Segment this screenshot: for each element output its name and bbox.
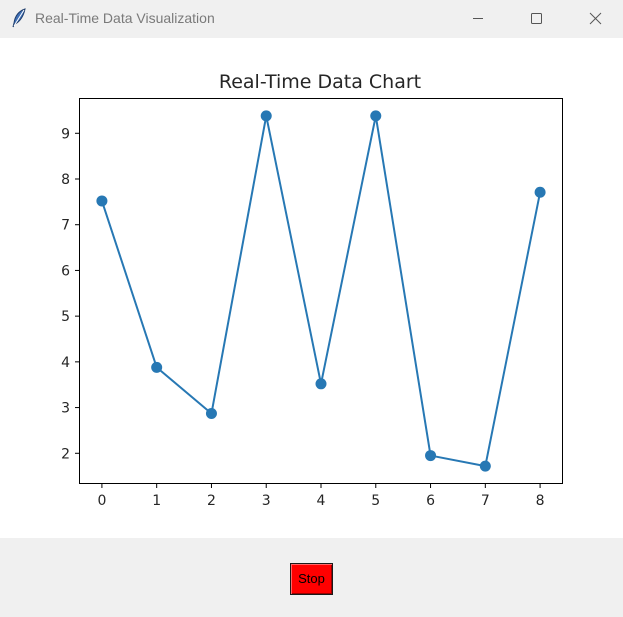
feather-icon: [10, 8, 28, 28]
y-tick-label: 6: [61, 263, 70, 279]
data-point: [425, 450, 437, 462]
control-panel: Stop: [0, 538, 623, 617]
x-tick-label: 2: [207, 493, 216, 509]
series-line: [100, 114, 542, 468]
x-tick-label: 6: [426, 493, 435, 509]
data-point: [370, 110, 382, 122]
x-tick-label: 3: [262, 493, 271, 509]
data-point: [205, 408, 217, 420]
x-tick-label: 8: [536, 493, 545, 509]
x-tick-label: 1: [152, 493, 161, 509]
y-tick-label: 9: [61, 126, 70, 142]
x-tick-label: 0: [97, 493, 106, 509]
y-tick-label: 3: [61, 401, 70, 417]
y-tick-label: 2: [61, 446, 70, 462]
data-point: [315, 378, 327, 390]
x-axis: 0 1 2 3 4 5 6 7 8: [97, 483, 545, 509]
maximize-button[interactable]: [507, 0, 565, 38]
data-point: [260, 110, 272, 122]
window-title: Real-Time Data Visualization: [35, 10, 215, 26]
stop-button[interactable]: Stop: [290, 563, 333, 595]
y-tick-label: 4: [61, 355, 70, 371]
minimize-button[interactable]: [449, 0, 507, 38]
plot-frame: [79, 98, 563, 484]
data-point: [151, 361, 163, 373]
chart-title: Real-Time Data Chart: [219, 71, 421, 93]
data-point: [534, 186, 546, 198]
y-tick-label: 8: [61, 172, 70, 188]
data-point: [479, 460, 491, 472]
x-tick-label: 4: [317, 493, 326, 509]
data-point: [96, 195, 108, 207]
x-tick-label: 5: [371, 493, 380, 509]
title-bar[interactable]: Real-Time Data Visualization: [0, 0, 623, 38]
close-button[interactable]: [565, 0, 623, 38]
y-tick-label: 5: [61, 309, 70, 325]
x-tick-label: 7: [481, 493, 490, 509]
y-axis: 2 3 4 5 6 7 8 9: [61, 126, 80, 462]
line-chart: Real-Time Data Chart 0 1 2 3 4 5 6 7 8 2 3 4 5 6 7 8 9: [61, 71, 563, 509]
chart-canvas: Real-Time Data Chart 0 1 2 3 4 5 6 7 8 2 3 4 5 6 7 8 9: [0, 38, 623, 538]
y-tick-label: 7: [61, 218, 70, 234]
data-series: [96, 110, 546, 472]
